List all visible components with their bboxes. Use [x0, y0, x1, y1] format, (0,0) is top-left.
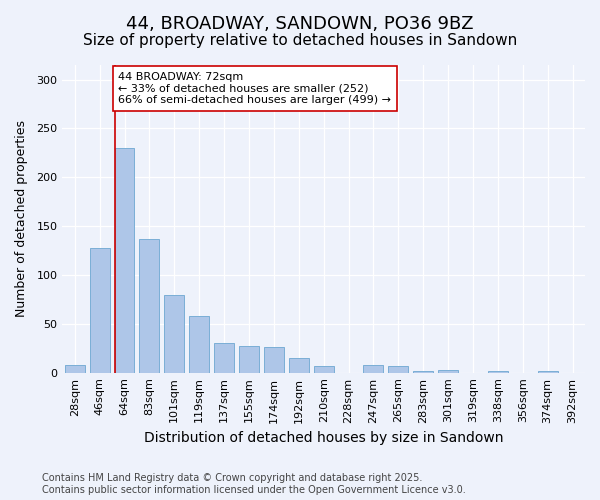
Y-axis label: Number of detached properties: Number of detached properties: [15, 120, 28, 318]
Bar: [189, 316, 209, 372]
Text: Size of property relative to detached houses in Sandown: Size of property relative to detached ho…: [83, 32, 517, 48]
Bar: [364, 365, 383, 372]
Bar: [538, 370, 557, 372]
Bar: [388, 366, 408, 372]
Bar: [115, 148, 134, 372]
Text: Contains HM Land Registry data © Crown copyright and database right 2025.
Contai: Contains HM Land Registry data © Crown c…: [42, 474, 466, 495]
Bar: [214, 344, 234, 372]
Bar: [239, 346, 259, 372]
Bar: [488, 370, 508, 372]
Bar: [413, 370, 433, 372]
Text: 44, BROADWAY, SANDOWN, PO36 9BZ: 44, BROADWAY, SANDOWN, PO36 9BZ: [126, 15, 474, 33]
Bar: [314, 366, 334, 372]
Bar: [289, 358, 309, 372]
Bar: [65, 365, 85, 372]
Bar: [264, 348, 284, 372]
Bar: [438, 370, 458, 372]
X-axis label: Distribution of detached houses by size in Sandown: Distribution of detached houses by size …: [144, 431, 503, 445]
Bar: [164, 294, 184, 372]
Text: 44 BROADWAY: 72sqm
← 33% of detached houses are smaller (252)
66% of semi-detach: 44 BROADWAY: 72sqm ← 33% of detached hou…: [118, 72, 391, 105]
Bar: [139, 239, 160, 372]
Bar: [89, 248, 110, 372]
